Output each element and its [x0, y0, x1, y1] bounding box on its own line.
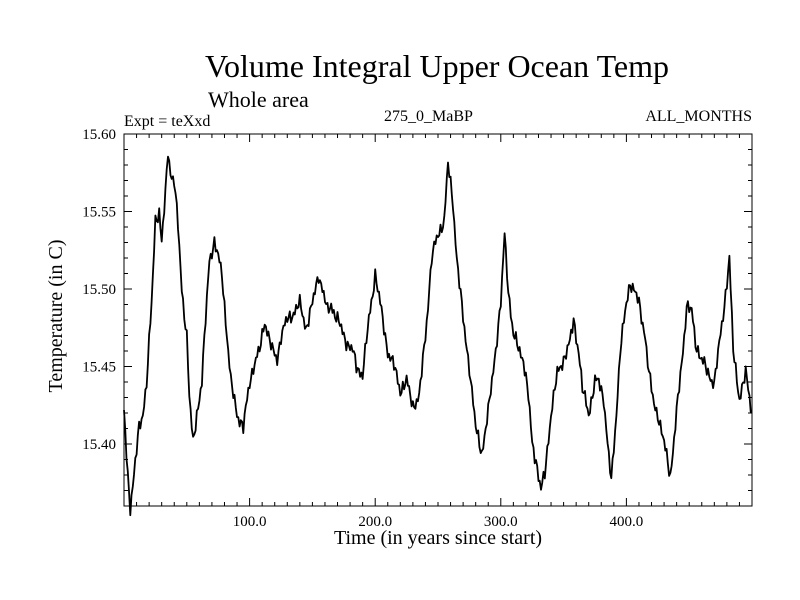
y-tick-label: 15.50: [82, 282, 116, 298]
run-label: 275_0_MaBP: [384, 108, 473, 125]
chart-subtitle: Whole area: [208, 87, 309, 112]
experiment-label: Expt = teXxd: [124, 113, 210, 130]
y-tick-label: 15.60: [82, 127, 116, 143]
chart-title: Volume Integral Upper Ocean Temp: [205, 48, 669, 84]
y-axis-label: Temperature (in C): [45, 240, 67, 393]
x-tick-label: 300.0: [484, 514, 518, 530]
y-tick-label: 15.40: [82, 437, 116, 453]
x-tick-label: 100.0: [233, 514, 267, 530]
plot-frame: [123, 133, 753, 507]
months-label: ALL_MONTHS: [645, 108, 752, 125]
y-tick-label: 15.55: [82, 205, 116, 221]
x-axis-label: Time (in years since start): [334, 527, 542, 549]
x-axis: 100.0 200.0 300.0 400.0: [136, 134, 740, 530]
y-tick-label: 15.45: [82, 360, 116, 376]
y-axis: 15.40 15.45 15.50 15.55 15.60: [82, 127, 752, 507]
temperature-series-line: [123, 155, 753, 517]
x-tick-label: 200.0: [358, 514, 392, 530]
x-tick-label: 400.0: [610, 514, 644, 530]
